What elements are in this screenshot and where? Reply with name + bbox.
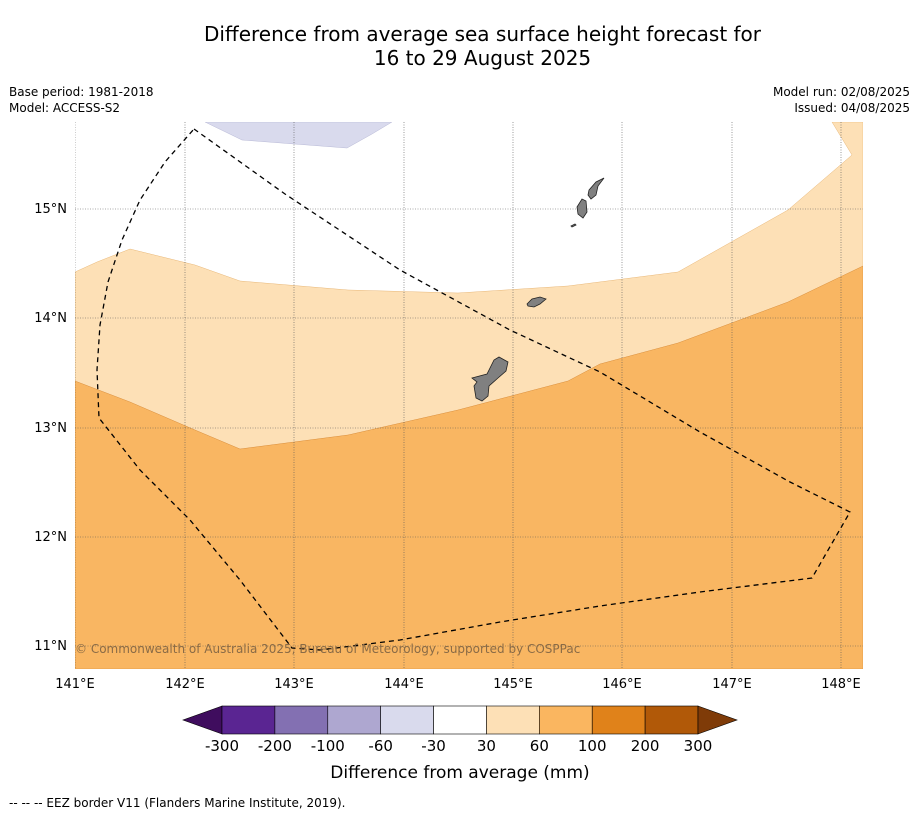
- colorbar-tick-label: 300: [684, 737, 713, 755]
- lon-label: 148°E: [821, 677, 861, 692]
- latitude-labels: 15°N 14°N 13°N 12°N 11°N: [34, 202, 67, 654]
- colorbar-tick-label: -200: [258, 737, 292, 755]
- lat-label: 11°N: [34, 639, 67, 654]
- colorbar-tick-label: -30: [421, 737, 446, 755]
- colorbar-title: Difference from average (mm): [330, 763, 589, 783]
- model-name: Model: ACCESS-S2: [9, 101, 121, 115]
- colorbar-extend-low: [182, 705, 223, 735]
- meta-left: Base period: 1981-2018 Model: ACCESS-S2: [9, 84, 154, 116]
- lon-label: 141°E: [55, 677, 95, 692]
- islands: [471, 177, 605, 402]
- lat-label: 14°N: [34, 311, 67, 326]
- colorbar-tick-label: 200: [631, 737, 660, 755]
- footer-note: -- -- -- EEZ border V11 (Flanders Marine…: [9, 796, 346, 810]
- rota-island: [526, 296, 547, 308]
- guam-island: [471, 356, 509, 402]
- colorbar-segment: [591, 705, 646, 735]
- colorbar-tick-label: 100: [578, 737, 607, 755]
- lon-label: 146°E: [602, 677, 642, 692]
- colorbar-segment: [327, 705, 381, 735]
- lon-label: 144°E: [384, 677, 424, 692]
- colorbar-segment: [380, 705, 434, 735]
- lat-label: 13°N: [34, 421, 67, 436]
- colorbar-segment: [539, 705, 593, 735]
- lon-label: 142°E: [165, 677, 205, 692]
- title-line-2: 16 to 29 August 2025: [373, 46, 592, 70]
- lat-label: 15°N: [34, 202, 67, 217]
- negative-anomaly-region: [204, 122, 393, 149]
- base-period: Base period: 1981-2018: [9, 85, 154, 99]
- colorbar-segment: [221, 705, 276, 735]
- colorbar-tick-label: -100: [311, 737, 345, 755]
- model-run: Model run: 02/08/2025: [772, 85, 910, 99]
- title-line-1: Difference from average sea surface heig…: [203, 22, 762, 46]
- colorbar-segment: [486, 705, 540, 735]
- tinian-island: [576, 198, 588, 219]
- graticule: [75, 122, 863, 669]
- colorbar-extend-high: [697, 705, 738, 735]
- longitude-labels: 141°E 142°E 143°E 144°E 145°E 146°E 147°…: [55, 677, 861, 692]
- copyright-notice: © Commonwealth of Australia 2025, Bureau…: [75, 642, 580, 656]
- lat-label: 12°N: [34, 530, 67, 545]
- colorbar-tick-label: -60: [368, 737, 393, 755]
- lon-label: 145°E: [493, 677, 533, 692]
- colorbar-segment: [644, 705, 699, 735]
- colorbar-tick-label: 30: [477, 737, 496, 755]
- saipan-island: [587, 177, 605, 200]
- lon-label: 147°E: [712, 677, 752, 692]
- aguijan-island: [570, 223, 577, 228]
- colorbar: -300 -200 -100 -60 -30 30 60 100 200 300: [182, 705, 738, 755]
- colorbar-segment: [433, 705, 487, 735]
- issued-date: Issued: 04/08/2025: [794, 101, 910, 115]
- anomaly-region-60-100: [75, 265, 863, 669]
- meta-right: Model run: 02/08/2025 Issued: 04/08/2025: [773, 84, 910, 116]
- colorbar-tick-label: -300: [205, 737, 239, 755]
- eez-border: [96, 128, 851, 651]
- lon-label: 143°E: [274, 677, 314, 692]
- colorbar-segment: [274, 705, 329, 735]
- map-area: © Commonwealth of Australia 2025, Bureau…: [75, 122, 863, 669]
- chart-title: Difference from average sea surface heig…: [80, 22, 885, 70]
- colorbar-tick-label: 60: [530, 737, 549, 755]
